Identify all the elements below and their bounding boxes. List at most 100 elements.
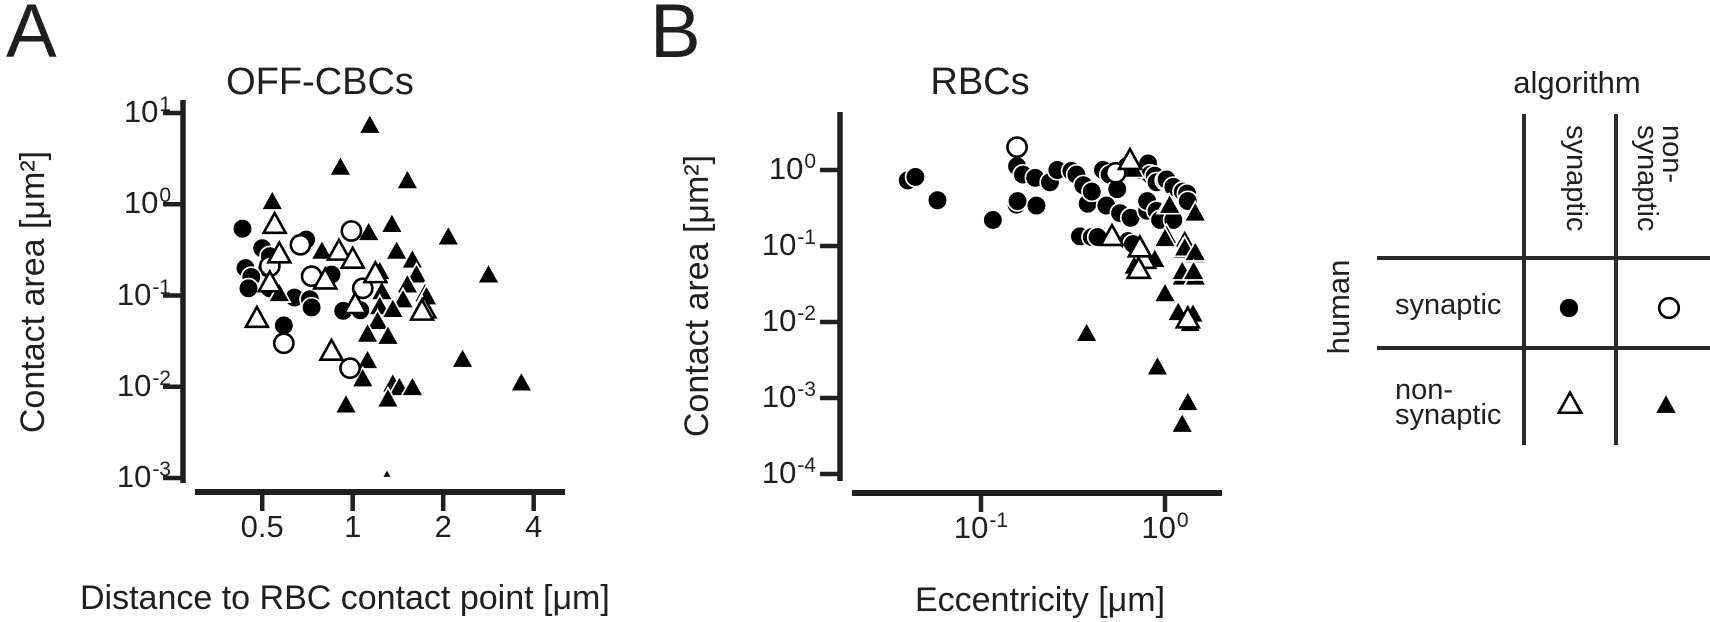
filled-circle-marker — [1025, 194, 1048, 217]
open-triangle-marker — [311, 265, 339, 290]
legend-filled-triangle-icon — [1649, 388, 1683, 422]
filled-triangle-marker — [327, 154, 353, 177]
filled-triangle-marker — [394, 271, 420, 295]
rbcs-series-filled-circle — [897, 152, 1199, 255]
panel-a-label: A — [6, 0, 57, 74]
filled-triangle-marker — [259, 188, 285, 211]
legend-horizontal-divider-1 — [1377, 256, 1710, 260]
filled-triangle-marker — [435, 223, 461, 247]
filled-circle-marker — [273, 314, 295, 337]
filled-triangle-marker — [1182, 199, 1208, 223]
open-triangle-marker — [362, 259, 389, 284]
rbcs-y-tick-label: 10-1 — [761, 226, 816, 262]
open-triangle-marker — [266, 239, 293, 264]
chart-a-y-axis-label: Contact area [μm²] — [14, 150, 52, 434]
off_cbcs-y-tick-label: 10-1 — [116, 275, 171, 312]
open-triangle-marker — [325, 237, 353, 261]
open-circle-marker — [339, 357, 361, 380]
off_cbcs-x-tick-label: 4 — [525, 509, 543, 544]
filled-triangle-marker — [1157, 192, 1183, 215]
filled-triangle-marker — [375, 323, 401, 346]
off_cbcs-x-tick-label: 0.5 — [240, 509, 284, 544]
filled-triangle-marker — [1653, 391, 1679, 415]
filled-circle-marker — [231, 218, 254, 240]
open-triangle-marker — [1125, 255, 1152, 280]
filled-triangle-marker — [1145, 353, 1170, 377]
open-triangle-marker — [256, 268, 284, 293]
off_cbcs-y-tick-label: 101 — [123, 93, 171, 130]
filled-circle-marker — [982, 209, 1004, 231]
filled-triangle-marker — [380, 296, 406, 319]
filled-circle-marker — [904, 166, 927, 188]
panel-b-label: B — [650, 0, 701, 74]
open-triangle-marker — [318, 337, 345, 362]
filled-triangle-marker — [394, 167, 420, 190]
filled-triangle-marker — [365, 308, 391, 331]
open-triangle-marker — [408, 297, 436, 321]
filled-triangle-marker — [380, 467, 394, 479]
legend-vertical-divider-1 — [1522, 114, 1526, 445]
rbcs-y-tick-label: 10-4 — [761, 454, 816, 490]
chart-b-title: RBCs — [930, 61, 1030, 103]
filled-triangle-marker — [1074, 320, 1100, 343]
filled-circle-marker — [1081, 180, 1103, 203]
filled-triangle-marker — [508, 369, 534, 393]
filled-triangle-marker — [399, 374, 425, 397]
open-circle-marker — [1657, 296, 1681, 320]
filled-circle-marker — [1006, 190, 1029, 212]
filled-circle-marker — [926, 189, 949, 211]
legend-filled-triangle-glyph — [1653, 391, 1679, 415]
legend-row-label-non-synaptic: non- synaptic — [1395, 374, 1502, 431]
open-circle-marker — [272, 332, 295, 355]
legend-algorithm-header: algorithm — [1513, 65, 1641, 100]
rbcs-y-tick-label: 100 — [768, 150, 816, 186]
filled-triangle-marker — [1152, 225, 1178, 248]
rbcs-y-tick-label: 10-2 — [761, 302, 816, 338]
filled-triangle-marker — [350, 365, 376, 389]
open-triangle-marker — [1174, 304, 1201, 329]
filled-triangle-marker — [357, 112, 383, 135]
off_cbcs-y-tick-label: 100 — [123, 184, 171, 221]
chart-a-title: OFF-CBCs — [226, 61, 414, 103]
off_cbcs-y-tick-label: 10-2 — [116, 366, 171, 403]
rbcs-series-open-circle — [1006, 136, 1127, 184]
legend-vertical-divider-2 — [1614, 114, 1618, 445]
rbcs-x-tick-label: 10-1 — [953, 509, 1009, 545]
filled-triangle-marker — [1175, 389, 1201, 412]
open-triangle-marker — [339, 245, 366, 269]
off_cbcs-series-open-triangle — [243, 210, 438, 362]
filled-triangle-marker — [1169, 411, 1195, 434]
legend-col-header-synaptic: synaptic — [1560, 125, 1592, 232]
filled-triangle-marker — [476, 261, 501, 285]
filled-triangle-marker — [390, 286, 416, 310]
filled-triangle-marker — [309, 238, 335, 261]
filled-triangle-marker — [384, 238, 410, 261]
off_cbcs-series-filled-triangle — [259, 112, 534, 479]
filled-triangle-marker — [375, 385, 401, 409]
rbcs-y-tick-label: 10-3 — [761, 378, 816, 414]
off_cbcs-x-tick-label: 1 — [344, 509, 362, 544]
open-triangle-marker — [1556, 389, 1584, 415]
legend-horizontal-divider-2 — [1377, 346, 1710, 350]
filled-triangle-marker — [355, 321, 380, 344]
filled-triangle-marker — [333, 391, 359, 415]
filled-triangle-marker — [1152, 280, 1178, 303]
rbcs-series-open-triangle — [1098, 146, 1201, 329]
legend-open-circle-glyph — [1657, 296, 1681, 320]
legend-filled-circle-icon — [1552, 290, 1586, 324]
filled-triangle-marker — [379, 211, 405, 234]
rbcs-x-tick-label: 100 — [1141, 509, 1189, 545]
open-triangle-marker — [1098, 222, 1126, 247]
off_cbcs-x-tick-label: 2 — [434, 509, 452, 544]
filled-triangle-marker — [355, 347, 380, 370]
legend-open-triangle-icon — [1553, 387, 1587, 421]
filled-triangle-marker — [1182, 239, 1208, 262]
legend-open-circle-icon — [1652, 290, 1686, 324]
filled-circle-marker — [237, 277, 260, 299]
legend-filled-circle-glyph — [1558, 297, 1580, 319]
open-circle-marker — [340, 220, 363, 242]
filled-triangle-marker — [356, 219, 382, 242]
chart-b-y-axis-label: Contact area [μm²] — [678, 154, 716, 438]
